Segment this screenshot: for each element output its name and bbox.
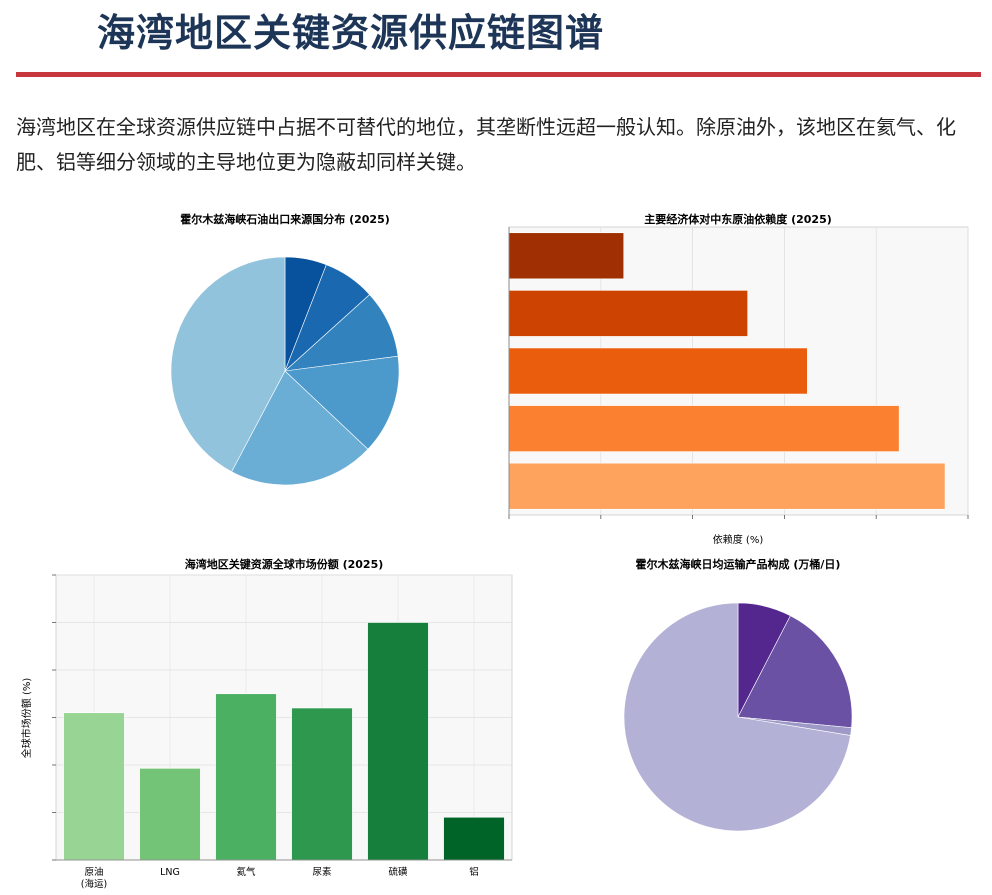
bar: [367, 622, 429, 861]
pie-slice: [284, 355, 400, 450]
chart-title: 主要经济体对中东原油依赖度 (2025): [644, 212, 832, 226]
chart-title: 霍尔木兹海峡石油出口来源国分布 (2025): [180, 212, 390, 226]
bar: [508, 347, 808, 395]
page-title: 海湾地区关键资源供应链图谱: [97, 10, 605, 55]
x-tick-label-line: 氦气: [236, 866, 256, 878]
x-tick-label-line: 硫磺: [388, 866, 408, 878]
bar-chart-market-share: 海湾地区关键资源全球市场份额 (2025) 原油(海运) LNG 氦气 尿素 硫磺 铝 全…: [20, 557, 513, 890]
x-tick-label: 原油(海运): [81, 866, 107, 890]
pie-slice: [231, 370, 369, 486]
pie-slices: [170, 256, 400, 486]
bar: [508, 232, 625, 280]
bar: [63, 712, 125, 861]
pie-chart-product-mix: 霍尔木兹海峡日均运输产品构成 (万桶/日): [623, 557, 853, 832]
y-axis-label: 全球市场份额 (%): [20, 678, 33, 759]
bar: [508, 290, 748, 337]
plot-area: 原油(海运) LNG 氦气 尿素 硫磺 铝: [52, 574, 513, 890]
bar: [508, 405, 900, 452]
x-tick-label: 铝: [469, 866, 479, 878]
x-tick-label-line: 尿素: [312, 866, 332, 878]
pie-slice: [737, 615, 853, 729]
x-tick-label-line: LNG: [160, 867, 180, 878]
bar-chart-oil-dependence: 主要经济体对中东原油依赖度 (2025) 依赖度 (%): [508, 212, 969, 546]
pie-chart-export-sources: 霍尔木兹海峡石油出口来源国分布 (2025): [170, 212, 400, 486]
x-tick-label-line: (海运): [81, 878, 107, 890]
x-tick-label-line: 原油: [84, 866, 103, 878]
x-axis-label: 依赖度 (%): [713, 533, 764, 546]
x-tick-label-line: 铝: [469, 866, 479, 878]
chart-title: 霍尔木兹海峡日均运输产品构成 (万桶/日): [636, 557, 841, 571]
chart-title: 海湾地区关键资源全球市场份额 (2025): [185, 557, 384, 571]
pie-slices: [623, 602, 853, 832]
bar: [508, 462, 946, 510]
x-tick-label: 氦气: [236, 866, 256, 878]
bar: [215, 693, 277, 861]
bar: [139, 768, 201, 861]
title-divider: [16, 72, 981, 77]
x-tick-label: 尿素: [312, 866, 332, 878]
pie-slice: [170, 256, 286, 473]
bar: [291, 707, 353, 861]
x-tick-label: 硫磺: [388, 866, 408, 878]
bar: [443, 816, 505, 861]
plot-area: [508, 226, 969, 519]
x-tick-label: LNG: [160, 867, 180, 878]
pie-slice: [623, 602, 851, 832]
intro-paragraph: 海湾地区在全球资源供应链中占据不可替代的地位，其垄断性远超一般认知。除原油外，该…: [16, 115, 956, 174]
